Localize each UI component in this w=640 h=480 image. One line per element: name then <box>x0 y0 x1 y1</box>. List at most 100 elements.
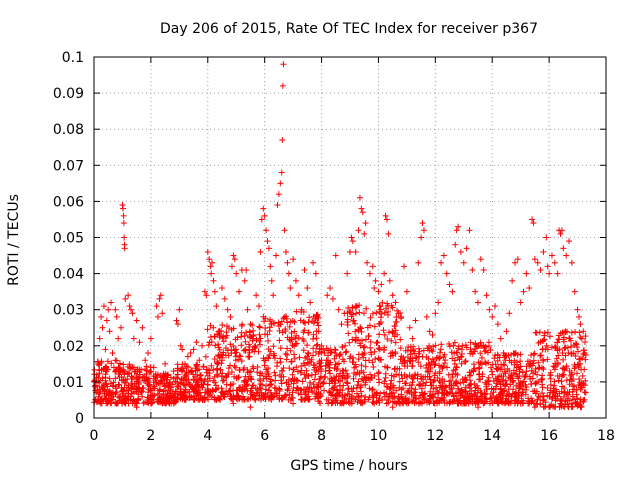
data-point <box>383 216 390 223</box>
data-point <box>96 335 103 342</box>
data-point <box>233 270 240 277</box>
data-point <box>129 310 136 317</box>
data-point <box>142 366 149 373</box>
data-point <box>159 373 166 380</box>
data-point <box>316 348 323 355</box>
data-point <box>146 381 153 388</box>
data-point <box>262 325 269 332</box>
data-point <box>204 372 211 379</box>
data-point <box>113 313 120 320</box>
data-point <box>320 346 327 353</box>
data-point <box>310 381 317 388</box>
data-point <box>142 357 149 364</box>
data-point <box>252 396 259 403</box>
data-point <box>208 362 215 369</box>
data-point <box>291 355 298 362</box>
data-point <box>304 395 311 402</box>
data-point <box>317 363 324 370</box>
data-point <box>577 321 584 328</box>
data-point <box>279 395 286 402</box>
data-point <box>254 369 261 376</box>
data-point <box>572 328 579 335</box>
data-point <box>272 385 279 392</box>
data-point <box>198 381 205 388</box>
data-point <box>205 342 212 349</box>
data-point <box>135 397 142 404</box>
data-point <box>193 377 200 384</box>
data-point <box>511 350 518 357</box>
data-point <box>240 393 247 400</box>
data-point <box>228 326 235 333</box>
data-point <box>136 371 143 378</box>
data-point <box>266 387 273 394</box>
data-point <box>215 360 222 367</box>
data-point <box>432 310 439 317</box>
x-tick-label: 4 <box>203 428 212 444</box>
data-point <box>162 399 169 406</box>
data-point <box>219 322 226 329</box>
data-point <box>237 353 244 360</box>
data-point <box>166 383 173 390</box>
data-point <box>392 299 399 306</box>
data-point <box>483 292 490 299</box>
data-point <box>238 357 245 364</box>
data-point <box>246 347 253 354</box>
data-point <box>130 335 137 342</box>
data-point <box>278 318 285 325</box>
data-point <box>277 345 284 352</box>
data-point <box>310 345 317 352</box>
data-point <box>384 364 391 371</box>
data-point <box>523 363 530 370</box>
data-point <box>236 352 243 359</box>
data-point <box>262 373 269 380</box>
data-point <box>310 331 317 338</box>
data-point <box>228 369 235 376</box>
data-point <box>284 386 291 393</box>
data-point <box>257 248 264 255</box>
data-point <box>221 295 228 302</box>
data-point <box>576 329 583 336</box>
data-point <box>443 270 450 277</box>
data-point <box>136 366 143 373</box>
data-point <box>361 230 368 237</box>
data-point <box>529 216 536 223</box>
data-point <box>301 327 308 334</box>
data-point <box>535 365 542 372</box>
data-point <box>121 245 128 252</box>
data-point <box>467 381 474 388</box>
data-point <box>582 356 589 363</box>
data-point <box>401 263 408 270</box>
data-point <box>143 399 150 406</box>
data-point <box>267 381 274 388</box>
data-point <box>275 322 282 329</box>
data-point <box>418 385 425 392</box>
data-point <box>356 194 363 201</box>
data-point <box>270 292 277 299</box>
data-point <box>371 285 378 292</box>
data-point <box>291 319 298 326</box>
data-point <box>174 361 181 368</box>
data-point <box>385 230 392 237</box>
data-points <box>91 61 589 411</box>
data-point <box>324 292 331 299</box>
data-point <box>349 238 356 245</box>
data-point <box>302 391 309 398</box>
data-point <box>298 363 305 370</box>
data-point <box>261 212 268 219</box>
data-point <box>261 318 268 325</box>
data-point <box>131 368 138 375</box>
data-point <box>274 363 281 370</box>
data-point <box>256 338 263 345</box>
data-point <box>308 372 315 379</box>
data-point <box>527 361 534 368</box>
data-point <box>293 340 300 347</box>
data-point <box>267 318 274 325</box>
data-point <box>460 259 467 266</box>
data-point <box>551 259 558 266</box>
data-point <box>96 367 103 374</box>
y-tick-label: 0.04 <box>53 267 84 283</box>
data-point <box>210 366 217 373</box>
data-point <box>548 252 555 259</box>
data-point <box>283 356 290 363</box>
data-point <box>511 259 518 266</box>
